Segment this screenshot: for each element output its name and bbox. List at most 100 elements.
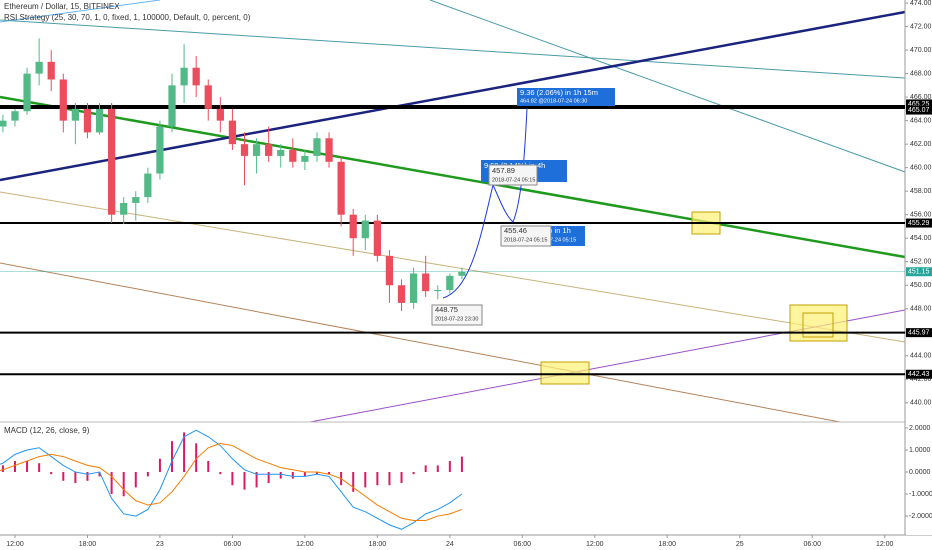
candle-body [252,144,261,156]
candle-body [434,289,442,292]
y-tick-label: 452.00 [910,259,932,266]
annotation: 7-24 05:15 [550,237,576,243]
macd-title: MACD (12, 26, close, 9) [4,426,90,435]
y-tick-label: 448.00 [910,306,932,313]
y-tick-label: 474.00 [910,0,932,7]
level-label: 455.29 [908,220,930,227]
macd-histogram-bar [243,472,246,490]
y-tick-label: 464.00 [910,117,932,124]
candle-body [168,85,176,127]
price-box [488,164,538,186]
candle-body [107,108,116,215]
annotation: 2018-07-24 05:15 [492,177,535,183]
macd-histogram-bar [62,472,65,481]
candle-body [71,108,80,121]
level-label: 442.43 [908,371,930,378]
macd-histogram-bar [279,472,282,479]
x-tick-label: 12:00 [586,541,604,548]
y2-tick-label: -1.0000 [909,491,932,498]
macd-histogram-bar [110,472,113,495]
x-tick-label: 18:00 [79,541,97,548]
macd-histogram-bar [134,472,137,488]
macd-histogram-bar [50,472,53,475]
macd-histogram-bar [195,443,198,473]
candle-body [446,275,454,290]
y-tick-label: 444.00 [910,353,932,360]
levels [0,104,905,376]
candle-body [349,214,357,239]
candle-body [422,273,430,292]
macd-histogram-bar [255,472,258,488]
y-tick-label: 472.00 [910,23,932,30]
candle-body [301,155,309,162]
macd-histogram-bar [171,441,174,473]
trend-line [0,95,906,259]
level-tag [906,99,932,109]
candle-body [192,67,200,86]
macd-histogram-bar [388,472,391,486]
candle-body [132,197,140,203]
trend-line [0,191,906,343]
candle-body [265,144,273,156]
macd-histogram-bar [412,472,415,475]
macd-histogram-bar [13,460,16,473]
level-tag [906,369,932,379]
macd-histogram-bar [448,460,451,473]
candle-body [144,173,152,198]
candle-body [240,144,249,156]
macd-histogram-bar [1,465,4,473]
price-box [500,225,552,247]
macd-histogram-bar [400,472,403,484]
level-label: 465.25 [908,101,930,108]
candle-body [180,67,188,86]
y2-tick-label: -2.0000 [909,513,932,520]
macd-histogram-bar [352,472,355,492]
marks [0,38,466,530]
highlight-box [540,361,590,385]
candle-body [289,150,297,162]
x-tick-label: 24 [446,541,454,548]
macd-line [0,429,463,530]
macd-histogram-bar [436,465,439,473]
x-tick-label: 06:00 [803,541,821,548]
candle-body [313,138,321,156]
y-tick-label: 458.00 [910,188,932,195]
annotation: 457.89 [492,166,515,175]
macd-histogram-bar [98,472,101,477]
macd-histogram-bar [424,465,427,473]
highlight-box [789,304,848,342]
chart-title: Ethereum / Dollar, 15, BITFINEX [4,2,120,11]
macd-histogram-bar [364,472,367,488]
trend-line [0,0,161,23]
candle-body [120,202,128,215]
macd-histogram-bar [86,472,89,481]
y-tick-label: 442.00 [910,376,932,383]
y-tick-label: 466.00 [910,94,932,101]
y2-tick-label: 0.0000 [909,469,931,476]
x-tick-label: 18:00 [659,541,677,548]
candle-body [95,108,104,133]
candle-body [277,150,285,156]
candle-body [337,161,345,215]
macd-histogram-bar [74,472,77,484]
x-tick-label: 12:00 [876,541,894,548]
trend-line [429,0,906,173]
level-label: 465.07 [908,107,930,114]
candle-body [325,138,333,162]
measure-box [517,88,615,106]
x-tick-label: 06:00 [514,541,532,548]
x-tick-label: 23 [156,541,164,548]
y-tick-label: 468.00 [910,70,932,77]
macd-histogram-bar [315,472,318,475]
macd-line [0,442,463,521]
annotation: ) in 1h [550,226,571,235]
candle-body [23,73,31,112]
y2-tick-label: 2.0000 [909,425,931,432]
x-tick-label: 12:00 [296,541,314,548]
macd-histogram-bar [303,472,306,477]
macd-histogram-bar [376,472,379,486]
candle-body [47,61,55,80]
macd-histogram-bar [122,472,125,497]
macd-histogram-bar [158,458,161,473]
